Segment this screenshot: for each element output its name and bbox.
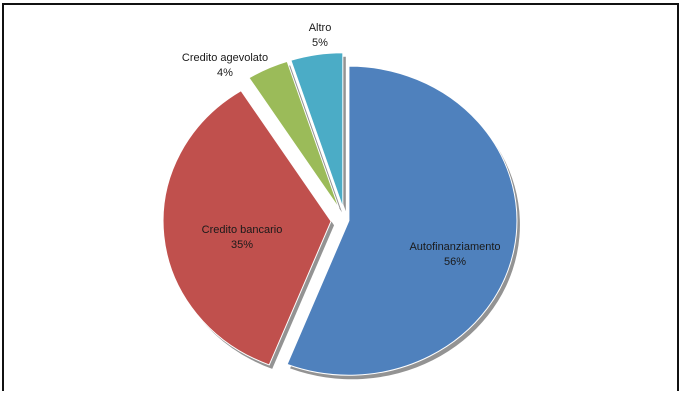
slice-value-label: 56% [444,256,466,268]
pie-slice-autofinanziamento [286,65,518,376]
slice-label: Autofinanziamento [409,241,500,253]
pie-slice-credito-bancario [162,90,332,366]
slice-value-label: 4% [217,67,233,79]
slice-label: Altro [309,22,332,34]
pie-slice-credito-agevolato [248,60,340,209]
pie-slice-altro [290,52,344,208]
slice-label: Credito bancario [202,224,283,236]
slice-label: Credito agevolato [182,52,268,64]
slice-value-label: 35% [231,239,253,251]
slice-value-label: 5% [312,37,328,49]
